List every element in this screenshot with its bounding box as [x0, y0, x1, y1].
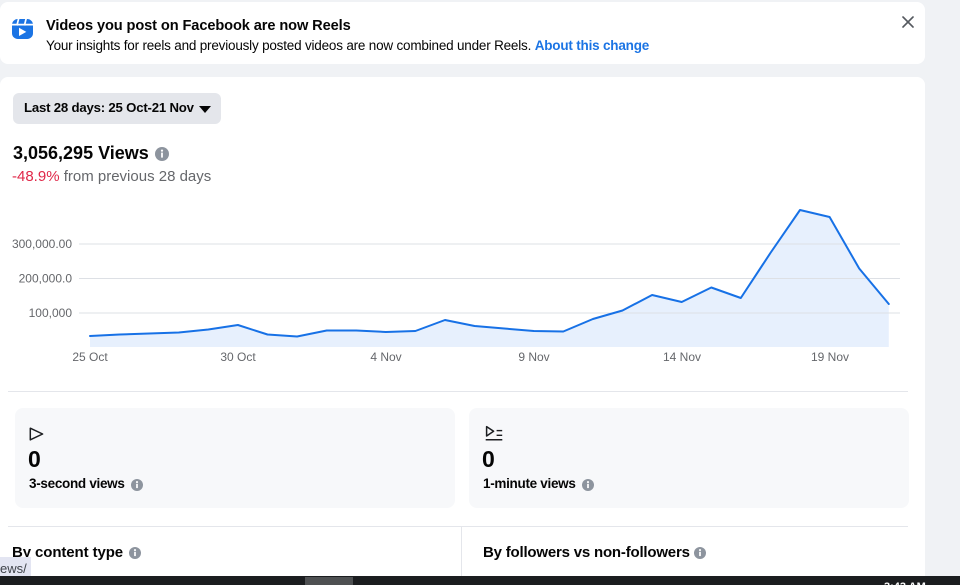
svg-text:14 Nov: 14 Nov [663, 350, 701, 364]
svg-text:4 Nov: 4 Nov [370, 350, 401, 364]
svg-text:200,000.0: 200,000.0 [19, 272, 73, 286]
svg-text:25 Oct: 25 Oct [72, 350, 108, 364]
svg-text:100,000: 100,000 [29, 306, 73, 320]
svg-text:9 Nov: 9 Nov [518, 350, 549, 364]
svg-text:30 Oct: 30 Oct [220, 350, 256, 364]
svg-text:300,000.00: 300,000.00 [12, 237, 72, 251]
svg-text:19 Nov: 19 Nov [811, 350, 849, 364]
